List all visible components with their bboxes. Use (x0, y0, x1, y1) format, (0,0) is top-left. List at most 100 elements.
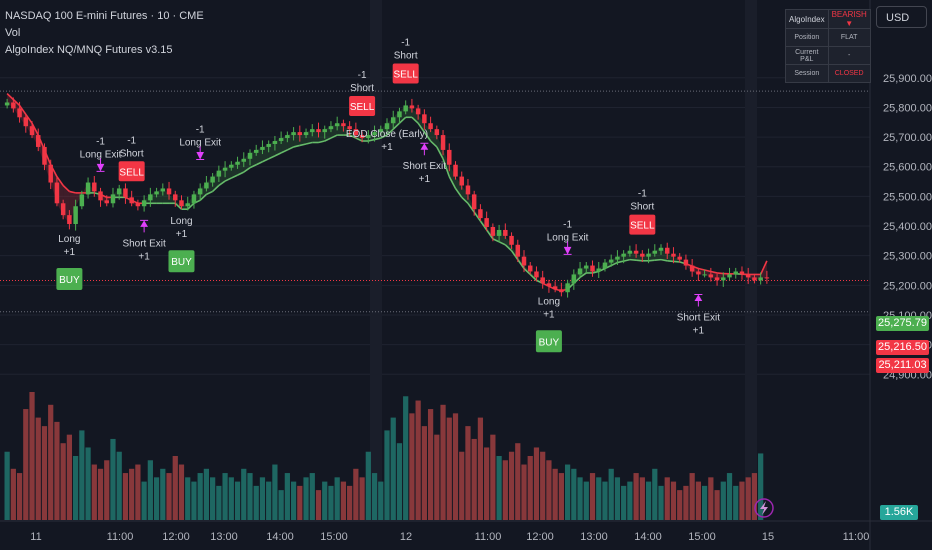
volume-bar (60, 443, 66, 520)
lightning-icon (754, 498, 774, 518)
candle-body (347, 126, 352, 130)
volume-bar (484, 447, 490, 520)
volume-bar (677, 490, 683, 520)
buy-signal-box (168, 250, 195, 273)
trail-line-segment (654, 258, 662, 262)
candle-body (341, 123, 346, 127)
trail-line-segment (293, 144, 300, 148)
candle-body (116, 188, 122, 195)
volume-bar (701, 485, 708, 520)
volume-bar (91, 464, 97, 520)
volume-bar (203, 468, 210, 520)
trail-line-segment (280, 149, 288, 154)
trail-line-segment (230, 174, 238, 179)
bias-value: BEARISH ▼ (827, 9, 871, 29)
long-exit-arrow (196, 146, 205, 160)
session-break (745, 0, 757, 520)
candle-body (602, 262, 608, 269)
volume-bar (465, 426, 471, 520)
candle-body (652, 250, 658, 254)
trail-fill (449, 164, 456, 189)
trail-line-segment (759, 260, 768, 275)
candle-body (478, 209, 483, 219)
candle-body (683, 259, 689, 266)
time-axis-tick: 14:00 (266, 531, 294, 543)
long-exit-label: -1 (196, 124, 205, 135)
volume-bar (178, 464, 185, 520)
short-entry-label: -1 (127, 135, 136, 146)
price-axis-tick: 25,400.00 (883, 221, 932, 233)
candle-body (297, 132, 303, 136)
candle-body (453, 164, 458, 177)
volume-bar (378, 481, 384, 520)
trail-line-segment (25, 113, 33, 124)
short-exit-label: Short Exit (122, 238, 166, 249)
candle-body (372, 132, 377, 136)
candle-body (85, 182, 91, 195)
sell-signal-box (392, 63, 419, 84)
volume-bar (508, 451, 515, 520)
trail-line-segment (479, 220, 488, 231)
trail-line-segment (629, 258, 637, 262)
candle-body (60, 203, 66, 216)
sell-signal-label: SELL (393, 69, 418, 80)
candle-body (235, 161, 240, 165)
symbol-title[interactable]: NASDAQ 100 E-mini Futures · 10 · CME (5, 10, 204, 22)
long-exit-label: -1 (96, 136, 105, 147)
short-entry-label: Short (350, 83, 374, 94)
candle-body (727, 274, 732, 278)
volume-bar (216, 485, 222, 520)
volume-bar (695, 481, 701, 520)
trail-line-segment (62, 184, 70, 193)
short-exit-label: +1 (138, 251, 150, 262)
volume-bar (222, 473, 228, 520)
trail-line-segment (673, 260, 680, 263)
algoindex-indicator-label[interactable]: AlgoIndex NQ/MNQ Futures v3.15 (5, 44, 173, 56)
candle-body (608, 259, 614, 263)
trail-line-segment (523, 267, 531, 276)
volume-bar (496, 456, 502, 520)
candle-body (185, 203, 190, 207)
short-entry-label: -1 (638, 189, 647, 200)
volume-bar (421, 426, 427, 520)
trail-line-segment (579, 272, 587, 279)
volume-bar (521, 464, 527, 520)
volume-bar (228, 477, 234, 520)
candle-body (322, 129, 327, 133)
price-axis-tick: 25,300.00 (883, 251, 932, 263)
volume-bar (403, 396, 409, 520)
candle-body (135, 203, 141, 207)
candle-body (366, 135, 371, 139)
trail-line-segment (448, 176, 457, 189)
candle-body (160, 188, 166, 192)
volume-bar (627, 481, 633, 520)
volume-bar (658, 485, 664, 520)
candle-body (646, 253, 651, 257)
candle-body (272, 141, 278, 144)
candle-body (752, 277, 757, 281)
volume-bar (66, 434, 73, 520)
volume-bar (396, 443, 403, 520)
candle-body (596, 268, 601, 272)
volume-bar (85, 447, 91, 520)
time-axis-tick: 11 (30, 531, 41, 543)
trail-line-segment (660, 258, 668, 262)
short-entry-label: Short (394, 50, 418, 61)
candle-body (422, 114, 427, 124)
volume-bar (54, 421, 60, 520)
trail-line-segment (255, 161, 263, 166)
volume-bar (415, 400, 421, 520)
trail-line-segment (18, 104, 27, 115)
volume-indicator-label[interactable]: Vol (5, 27, 21, 39)
candle-body (571, 274, 577, 284)
candle-body (4, 102, 10, 106)
eod-close-label: EOD Close (Early) (346, 129, 428, 140)
candle-body (11, 102, 16, 109)
buy-signal-box (56, 268, 83, 291)
candle-body (640, 253, 645, 257)
volume-bar (129, 468, 135, 520)
long-exit-label: Long Exit (547, 232, 589, 243)
volume-bar (577, 477, 583, 520)
currency-button[interactable]: USD (876, 6, 927, 28)
